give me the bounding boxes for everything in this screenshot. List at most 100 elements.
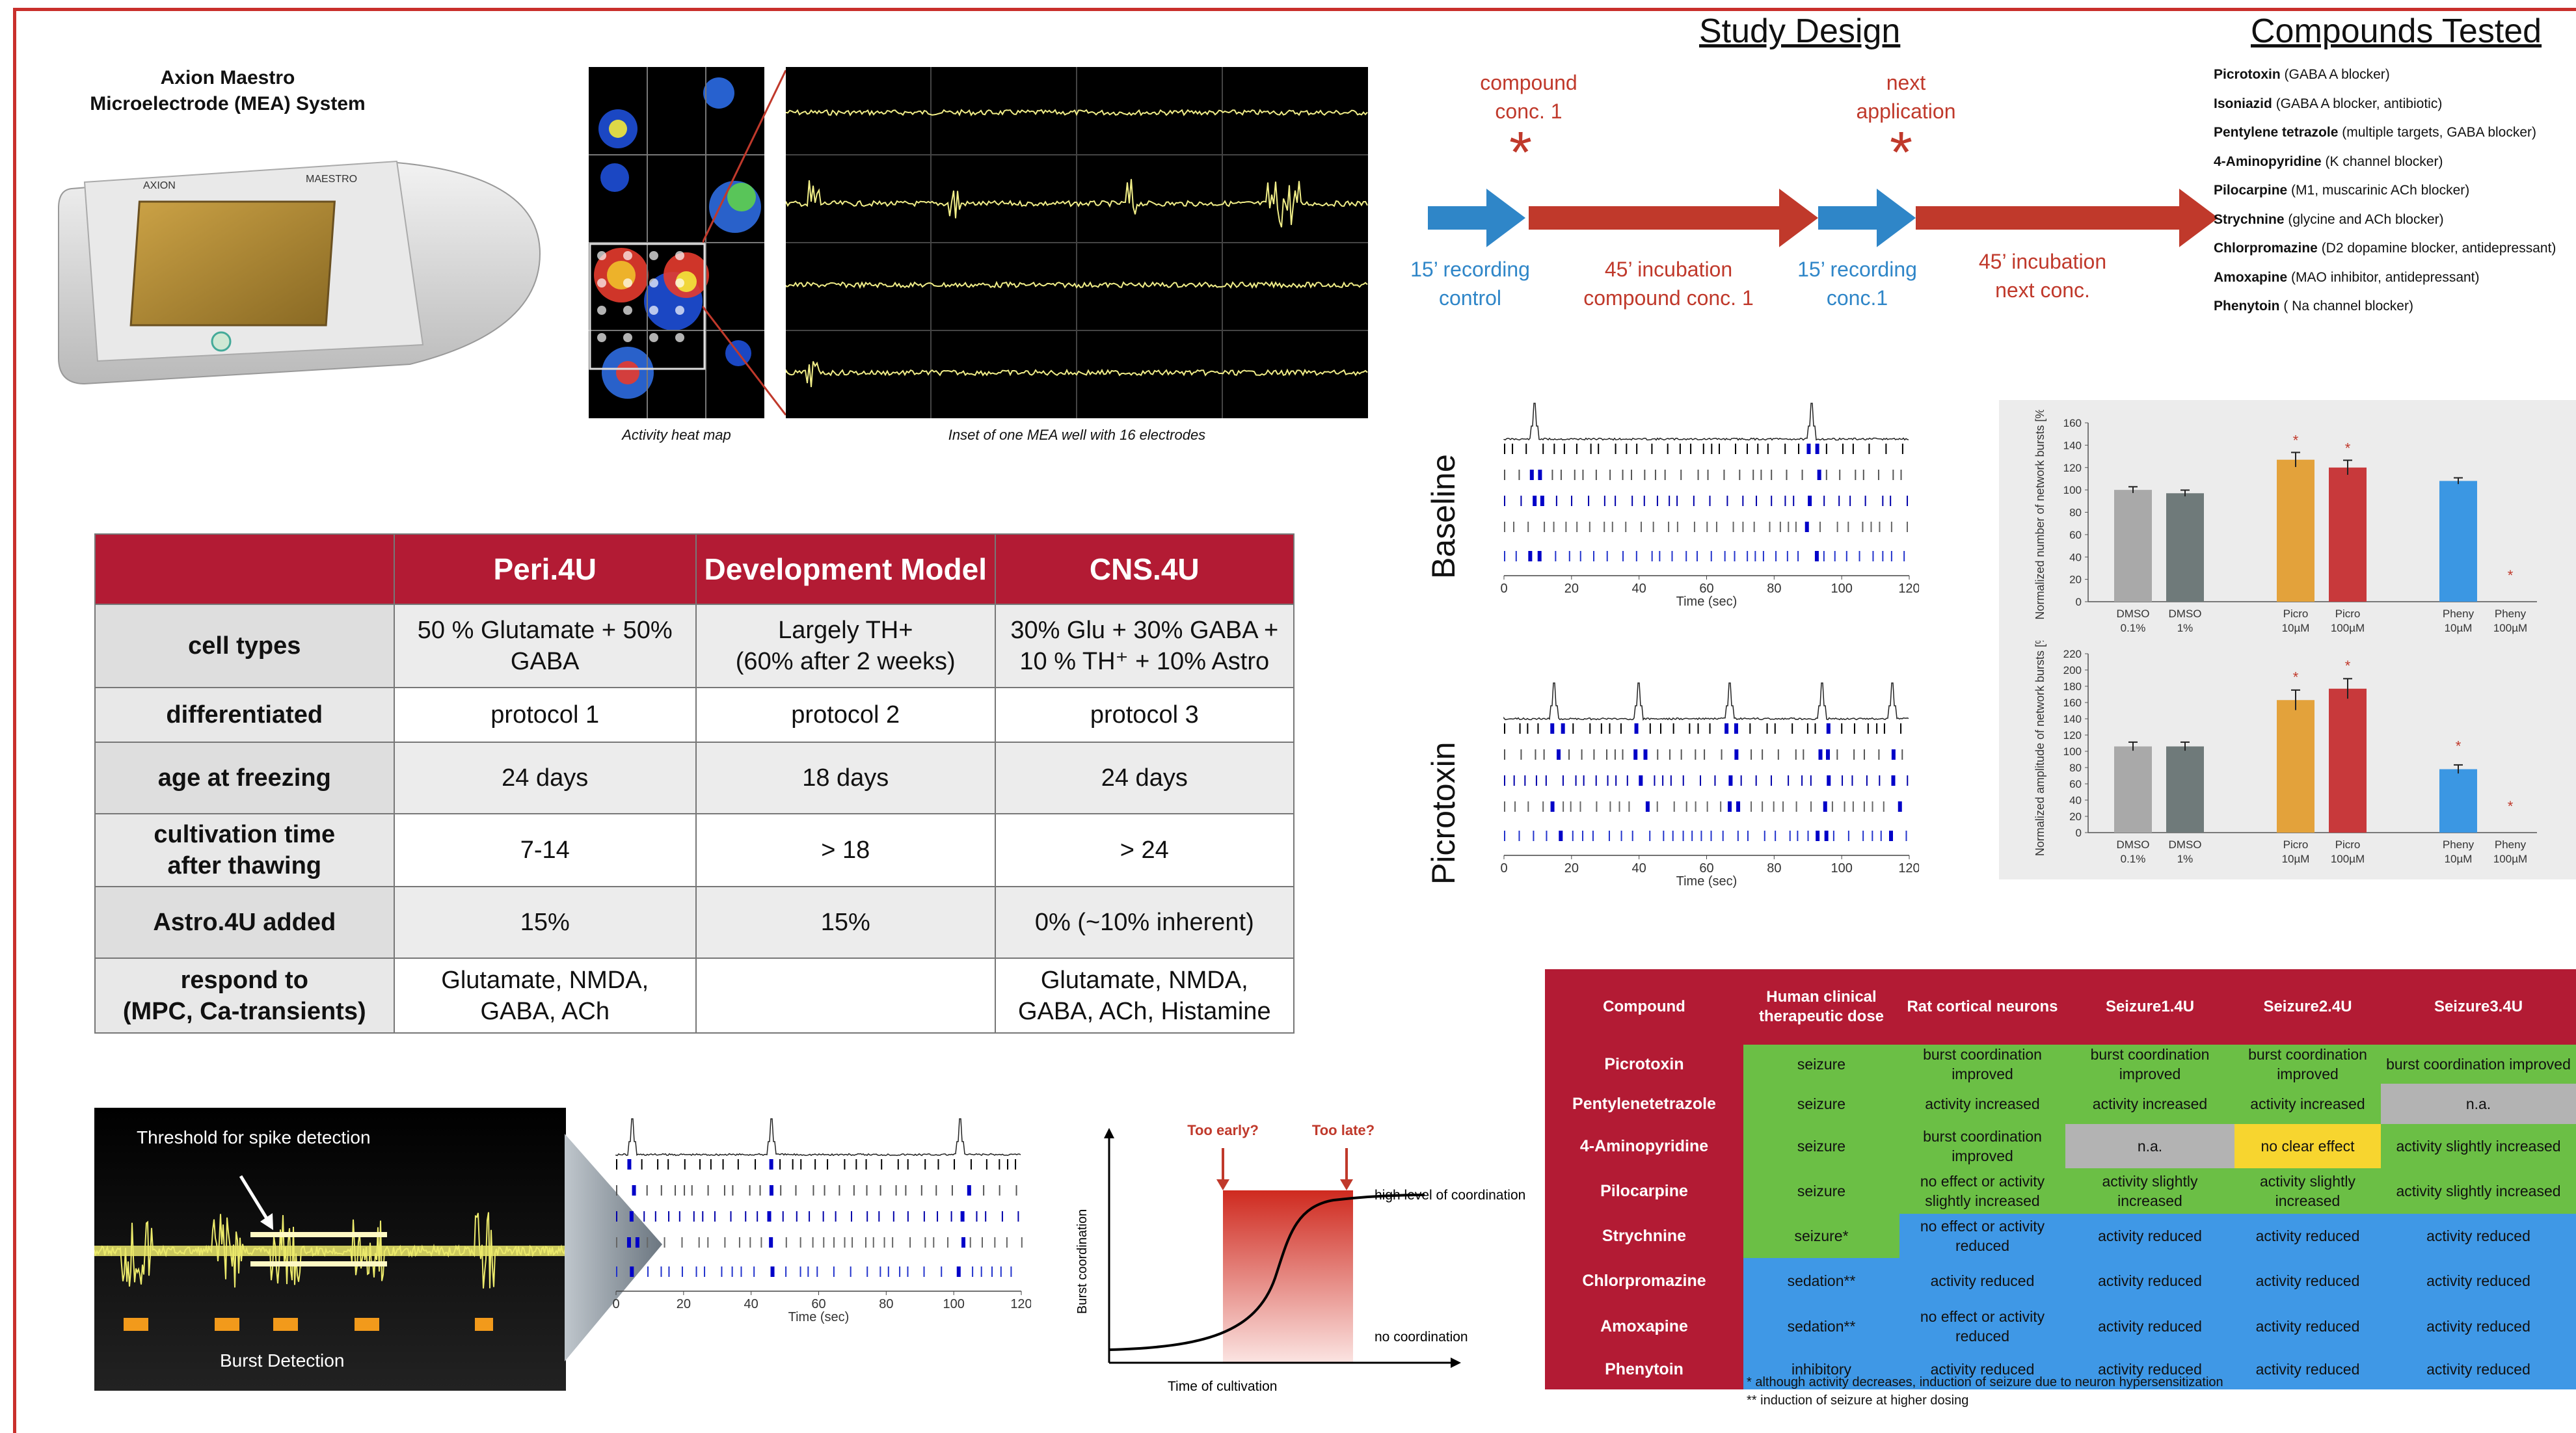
spike-mark [1620,831,1622,841]
heat-electrode [675,251,684,260]
spike-mark [1900,470,1902,480]
age-cns: 24 days [994,742,1295,814]
spike-mark [1673,801,1675,812]
compound-table-header: Seizure3.4U [2381,969,2576,1045]
spike-mark [1001,1211,1003,1222]
spike-mark [1815,444,1819,454]
respond-cns: Glutamate, NMDA, GABA, ACh, Histamine [994,958,1295,1034]
spike-mark [724,1237,726,1248]
compound-effect-cell: activity reduced [2381,1349,2576,1389]
spike-mark [681,1237,683,1248]
spike-mark [1808,496,1812,506]
row-label-differentiated: differentiated [94,687,395,743]
spike-mark [635,1237,639,1248]
spike-mark [681,1266,683,1277]
spike-mark [1608,831,1610,841]
burst-amplitude-bar-chart: 0 20 40 60 80 100 120 140 160 180 200 220 Normalized… [2033,641,2537,865]
spike-mark [827,1159,829,1170]
compound-name: Picrotoxin [1545,1045,1743,1084]
spike-mark [1625,522,1627,532]
spike-mark [1723,470,1725,480]
compounds-tested-title: Compounds Tested [2251,12,2542,50]
compound-item: Chlorpromazine (D2 dopamine blocker, ant… [2214,234,2576,263]
spike-mark [1700,775,1702,786]
spike-mark [1504,551,1505,561]
spike-mark [1788,775,1790,786]
compound-effect-cell: seizure [1743,1124,1899,1168]
bar-category-label: Picro 10µM [2282,608,2310,634]
compound-item-desc: (M1, muscarinic ACh blocker) [2287,183,2470,198]
mea-title-line1: Axion Maestro [160,67,295,88]
spike-mark [1583,775,1585,786]
bar-y-axis-label: Normalized number of network bursts [%] [2033,410,2046,620]
heat-electrode [597,251,606,260]
bar-y-tick-label: 200 [2063,664,2082,676]
spike-mark [1863,801,1865,812]
spike-mark [1819,522,1821,532]
spike-mark [852,1237,853,1248]
spike-mark [1805,522,1809,532]
spike-mark [1543,749,1545,760]
respond-dev [695,958,996,1034]
spike-mark [816,1266,818,1277]
spike-mark [1628,801,1630,812]
bar-category-label: Picro 100µM [2331,608,2365,634]
spike-mark [1706,801,1708,812]
spike-mark [760,1237,762,1248]
spike-mark [1571,496,1573,506]
row-label-cell-types: cell types [94,604,395,688]
compound-item-desc: ( Na channel blocker) [2279,299,2413,314]
spike-mark [1817,470,1821,480]
bar-y-tick-label: 20 [2069,810,2082,823]
spike-mark [1739,470,1741,480]
spike-mark [1892,470,1894,480]
compound-item-name: Picrotoxin [2214,67,2281,82]
bar-y-tick-label: 80 [2069,762,2082,774]
spike-mark [812,1185,814,1196]
compound-item-desc: (D2 dopamine blocker, antidepressant) [2317,241,2556,256]
spike-mark [1907,522,1909,532]
row-label-age: age at freezing [94,742,395,814]
spike-mark [1734,551,1736,561]
significance-marker: * [2508,798,2514,814]
spike-mark [1883,723,1885,734]
spike-mark [1898,801,1902,812]
spike-mark [1603,496,1605,506]
spike-mark [1693,522,1695,532]
spike-mark [1515,551,1517,561]
age-dev: 18 days [695,742,996,814]
spike-mark [654,1211,656,1222]
raster-tick-label: 100 [943,1297,964,1311]
spike-mark [616,1237,617,1248]
compound-effect-cell: activity reduced [2234,1214,2381,1258]
spike-mark [1891,775,1896,786]
spike-mark [1771,470,1773,480]
bar-y-tick-label: 40 [2069,551,2082,563]
significance-marker: * [2345,658,2351,674]
raster-tick-label: 40 [744,1297,758,1311]
spike-mark [833,1237,835,1248]
spike-mark [1520,496,1522,506]
spike-mark [714,1211,716,1222]
spike-mark [1000,1266,1002,1277]
spike-mark [1563,444,1565,454]
spike-mark [866,1211,868,1222]
spike-mark [1603,522,1605,532]
network-bursts-bar-chart: 0 20 40 60 80 100 120 140 160 Normalized number o… [2033,410,2537,634]
mea-system-title: Axion Maestro Microelectrode (MEA) Syste… [59,65,397,117]
compound-item: Pilocarpine (M1, muscarinic ACh blocker) [2214,176,2576,206]
spike-mark [1017,1211,1019,1222]
spike-mark [999,1159,1000,1170]
raster-tick-label: 0 [1500,861,1507,876]
mea-inset-traces [786,67,1368,418]
bar-category-label: DMSO 0.1% [2117,838,2150,865]
spike-mark [1722,831,1724,841]
spike-mark [1579,801,1581,812]
spike-mark [1555,496,1557,506]
bar-y-tick-label: 120 [2063,729,2082,742]
spike-mark [632,1185,636,1196]
spike-mark [691,1185,693,1196]
compound-table-header: Human clinical therapeutic dose [1743,969,1899,1045]
spike-mark [695,1266,697,1277]
spike-mark [1825,470,1827,480]
